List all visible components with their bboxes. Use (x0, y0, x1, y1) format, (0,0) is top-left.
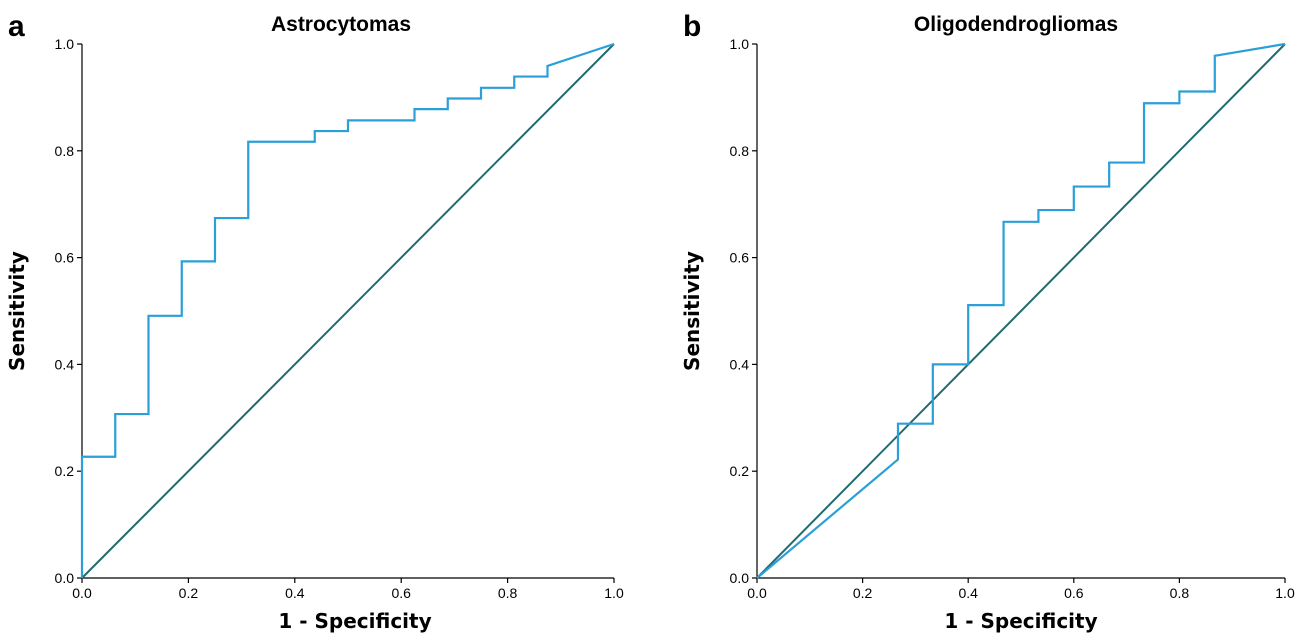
panel-b: b Oligodendrogliomas 1 - Specificity Sen… (680, 10, 1295, 633)
x-tick-label: 0.8 (1170, 585, 1190, 601)
panel-a: a Astrocytomas 1 - Specificity Sensitivi… (5, 10, 624, 633)
y-tick-label: 0.6 (55, 250, 75, 266)
y-tick-label: 0.4 (55, 356, 75, 372)
series-group (80, 42, 615, 579)
x-tick-label: 0.4 (285, 585, 305, 601)
x-tick-label: 0.2 (179, 585, 199, 601)
y-axis-label: Sensitivity (5, 251, 29, 371)
y-tick-label: 0.2 (55, 463, 75, 479)
roc-curve (756, 42, 1286, 579)
series-group (756, 42, 1286, 579)
tick-group: 0.0 0.2 0.4 0.6 0.8 1.0 0.0 0.2 0.4 0.6 0.8 1.0 (730, 36, 1295, 601)
y-tick-label: 0.4 (730, 356, 750, 372)
x-tick-label: 0.2 (853, 585, 873, 601)
x-tick-label: 1.0 (1275, 585, 1295, 601)
x-tick-label: 0.4 (958, 585, 978, 601)
x-axis-label: 1 - Specificity (944, 609, 1097, 633)
reference-line (756, 43, 1286, 579)
y-tick-label: 1.0 (55, 36, 75, 52)
reference-line (81, 43, 615, 579)
y-tick-label: 0.0 (730, 570, 750, 586)
x-tick-label: 0.6 (391, 585, 411, 601)
tick-group: 0.0 0.2 0.4 0.6 0.8 1.0 0.0 0.2 0.4 0.6 0.8 1.0 (55, 36, 624, 601)
x-tick-label: 1.0 (604, 585, 624, 601)
x-tick-label: 0.8 (498, 585, 518, 601)
x-tick-label: 0.0 (747, 585, 767, 601)
roc-curve (80, 42, 615, 578)
y-tick-label: 0.6 (730, 250, 750, 266)
x-tick-label: 0.6 (1064, 585, 1084, 601)
panel-letter-a: a (8, 10, 25, 43)
y-tick-label: 0.8 (730, 143, 750, 159)
chart-title-oligodendrogliomas: Oligodendrogliomas (914, 13, 1118, 36)
x-axis-label: 1 - Specificity (278, 609, 431, 633)
panel-letter-b: b (683, 10, 701, 43)
chart-title-astrocytomas: Astrocytomas (271, 13, 411, 36)
y-tick-label: 0.0 (55, 570, 75, 586)
x-tick-label: 0.0 (72, 585, 92, 601)
y-axis-label: Sensitivity (680, 251, 704, 371)
y-tick-label: 0.2 (730, 463, 750, 479)
y-tick-label: 0.8 (55, 143, 75, 159)
y-tick-label: 1.0 (730, 36, 750, 52)
